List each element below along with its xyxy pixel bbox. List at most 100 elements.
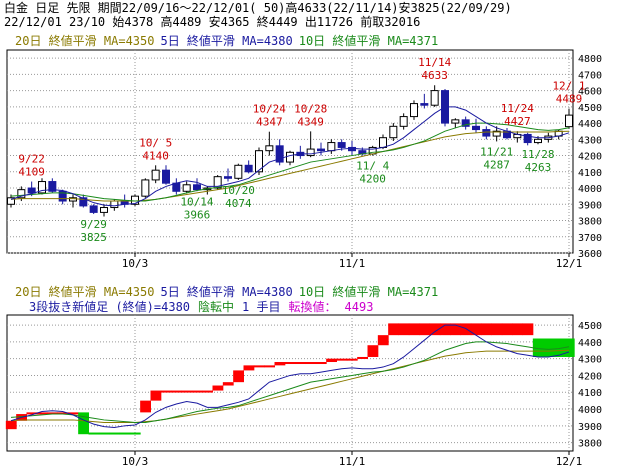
candle-body [317,148,325,152]
candle-body [482,129,491,137]
annotation-date: 10/28 [294,102,327,115]
annotation-price: 4109 [18,166,45,179]
break-brick [543,338,554,357]
break-brick [388,323,399,336]
legend-entry: 20日 終値平滑 MA=4350 [15,284,154,299]
annotation-price: 4427 [504,115,531,128]
break-brick [140,400,151,413]
annotation-price: 3825 [80,231,107,244]
break-brick [78,412,89,435]
break-brick [419,323,430,336]
break-brick [295,362,306,365]
y-tick-label: 3900 [578,200,602,211]
annotation-date: 12/ 1 [552,80,585,93]
x-tick-label: 12/1 [556,455,583,468]
ma5-line [10,106,570,207]
candle-body [234,164,243,179]
candle-body [286,151,294,163]
annotation-date: 11/14 [418,56,451,69]
break-brick [439,323,451,336]
break-brick [47,412,58,415]
break-brick [408,323,420,336]
candle-body [27,187,36,194]
candle-body [348,146,356,152]
candle-body [399,116,408,127]
annotation-date: 10/ 5 [139,136,172,149]
candle-body [534,138,542,144]
candle-body [89,205,98,213]
candle-body [151,169,160,181]
candle-body [389,125,398,139]
candle-body [275,145,284,163]
break-brick [88,432,100,435]
candle-body [69,197,77,202]
candle-body [162,169,170,184]
break-brick [481,323,492,336]
break-brick [264,365,275,368]
info-state: 陰転中 [198,299,234,314]
y-tick-label: 4400 [578,119,602,130]
x-tick-label: 11/1 [339,257,366,270]
break-brick [501,323,513,336]
info-label: 3段抜き新値足 (終値)=4380 [29,299,190,314]
annotation-price: 4200 [359,173,386,186]
y-tick-label: 4400 [578,338,602,349]
annotation-price: 4347 [256,116,283,129]
break-brick [36,412,48,415]
annotation-date: 9/22 [18,153,45,166]
candle-body [58,190,67,202]
break-brick [563,338,575,357]
candle-body [379,137,387,148]
break-brick [202,390,213,393]
y-tick-label: 4500 [578,321,602,332]
candle-body [244,164,253,173]
break-brick [377,335,389,346]
candle-body [224,176,232,179]
break-brick [160,390,172,393]
break-brick [222,382,234,386]
candle-body [420,103,429,106]
candle-body [472,125,480,131]
info-switch-value: 4493 [345,300,374,314]
candle-body [131,195,139,205]
break-brick [357,356,368,359]
break-brick [522,323,534,336]
annotation-price: 4074 [225,197,252,210]
break-brick [129,432,141,435]
break-brick [315,362,327,365]
break-brick [119,432,131,435]
x-tick-label: 12/1 [556,257,583,270]
break-brick [460,323,472,336]
y-tick-label: 4100 [578,388,602,399]
header-line-2: 22/12/01 23/10 始4378 高4489 安4365 終4449 出… [4,15,421,29]
ma5-line [10,324,570,428]
candle-body [17,189,26,199]
break-brick [553,338,565,357]
y-tick-label: 4300 [578,135,602,146]
candle-body [451,119,460,124]
break-brick [284,362,296,365]
info-count: 1 手目 [242,300,280,314]
break-brick [98,432,110,435]
y-tick-label: 4500 [578,103,602,114]
ma20-line [10,349,570,423]
break-brick [191,390,203,393]
break-brick [305,362,317,365]
legend-entry: 5日 終値平滑 MA=4380 [160,284,292,299]
plot-frame [6,314,574,452]
legend-entry: 20日 終値平滑 MA=4350 [15,33,154,48]
ma10-line [10,122,570,202]
candle-body [79,197,88,207]
candle-body [110,200,119,209]
break-brick [336,358,348,361]
annotation-price: 3966 [184,208,211,221]
break-brick [26,412,38,415]
x-tick-label: 10/3 [122,257,149,270]
break-brick [532,338,544,357]
annotation-price: 4489 [556,93,583,106]
header-line-1: 白金 日足 先限 期間22/09/16～22/12/01( 50)高4633(2… [4,1,512,15]
break-brick [57,412,69,415]
break-brick [233,370,244,383]
candle-body [461,119,470,127]
